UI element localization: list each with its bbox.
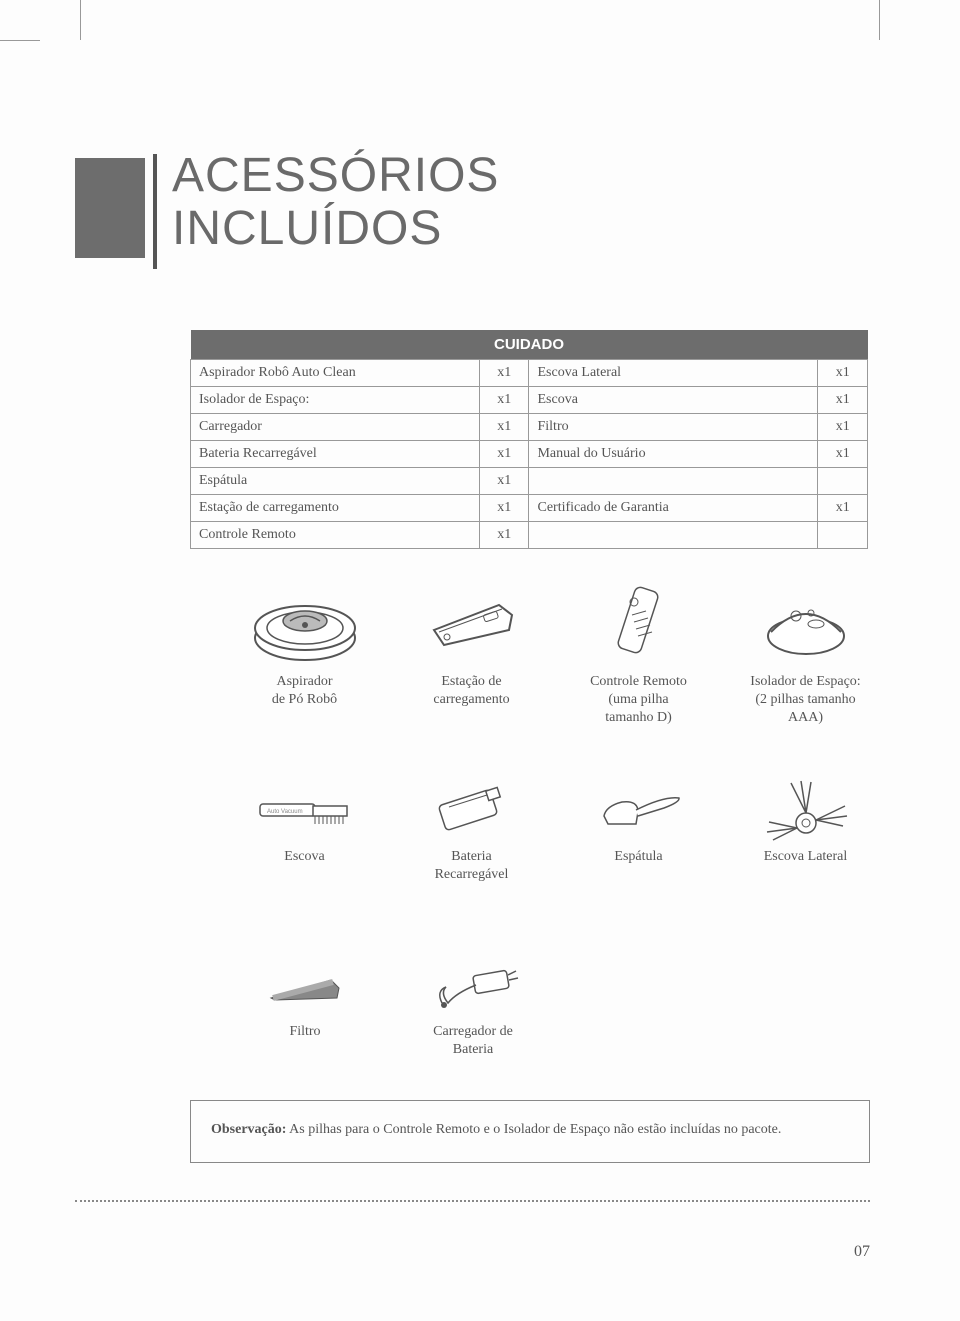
- header-accent-line: [153, 154, 157, 269]
- table-row: Aspirador Robô Auto Clean x1 Escova Late…: [191, 360, 868, 387]
- page-number: 07: [854, 1243, 870, 1261]
- space-isolator-icon: [761, 588, 851, 658]
- brush-icon: Auto Vacuum: [255, 790, 355, 830]
- page-title: ACESSÓRIOS INCLUÍDOS: [172, 150, 499, 256]
- table-row: Espátula x1: [191, 468, 868, 495]
- items-row-2: Auto Vacuum Escova Bateria Recarregável: [235, 780, 875, 884]
- item-side-brush: Escova Lateral: [736, 780, 875, 884]
- footer-dotted-rule: [75, 1200, 870, 1202]
- robot-vacuum-icon: [250, 583, 360, 663]
- item-brush: Auto Vacuum Escova: [235, 780, 374, 884]
- item-spatula: Espátula: [569, 780, 708, 884]
- observation-note: Observação: As pilhas para o Controle Re…: [190, 1100, 870, 1163]
- remote-control-icon: [604, 580, 674, 665]
- table-row: Bateria Recarregável x1 Manual do Usuári…: [191, 441, 868, 468]
- item-battery-charger: Carregador de Bateria: [403, 960, 543, 1059]
- items-row-3: Filtro Carregador de Bateria: [235, 960, 875, 1059]
- title-line-2: INCLUÍDOS: [172, 203, 499, 256]
- crop-mark: [879, 0, 880, 40]
- items-row-1: Aspirador de Pó Robô Estação de carregam…: [235, 580, 875, 728]
- table-row: Controle Remoto x1: [191, 522, 868, 549]
- header-accent-block: [75, 158, 145, 258]
- spatula-icon: [594, 788, 684, 833]
- charging-station-icon: [424, 595, 519, 650]
- note-label: Observação:: [211, 1122, 286, 1137]
- item-rechargeable-battery: Bateria Recarregável: [402, 780, 541, 884]
- accessories-table: CUIDADO Aspirador Robô Auto Clean x1 Esc…: [190, 330, 868, 549]
- battery-icon: [429, 783, 514, 838]
- page-header: ACESSÓRIOS INCLUÍDOS: [75, 150, 499, 269]
- item-remote-control: Controle Remoto (uma pilha tamanho D): [569, 580, 708, 728]
- item-space-isolator: Isolador de Espaço: (2 pilhas tamanho AA…: [736, 580, 875, 728]
- table-row: Isolador de Espaço: x1 Escova x1: [191, 387, 868, 414]
- crop-mark: [80, 0, 81, 40]
- side-brush-icon: [761, 778, 851, 843]
- svg-text:Auto Vacuum: Auto Vacuum: [267, 809, 303, 815]
- item-filter: Filtro: [235, 960, 375, 1059]
- charger-icon: [426, 963, 521, 1013]
- table-header: CUIDADO: [191, 330, 868, 360]
- item-charging-station: Estação de carregamento: [402, 580, 541, 728]
- crop-mark: [0, 40, 40, 41]
- table-row: Carregador x1 Filtro x1: [191, 414, 868, 441]
- filter-icon: [265, 970, 345, 1006]
- title-line-1: ACESSÓRIOS: [172, 150, 499, 203]
- table-row: Estação de carregamento x1 Certificado d…: [191, 495, 868, 522]
- item-robot-vacuum: Aspirador de Pó Robô: [235, 580, 374, 728]
- note-text: As pilhas para o Controle Remoto e o Iso…: [286, 1122, 781, 1137]
